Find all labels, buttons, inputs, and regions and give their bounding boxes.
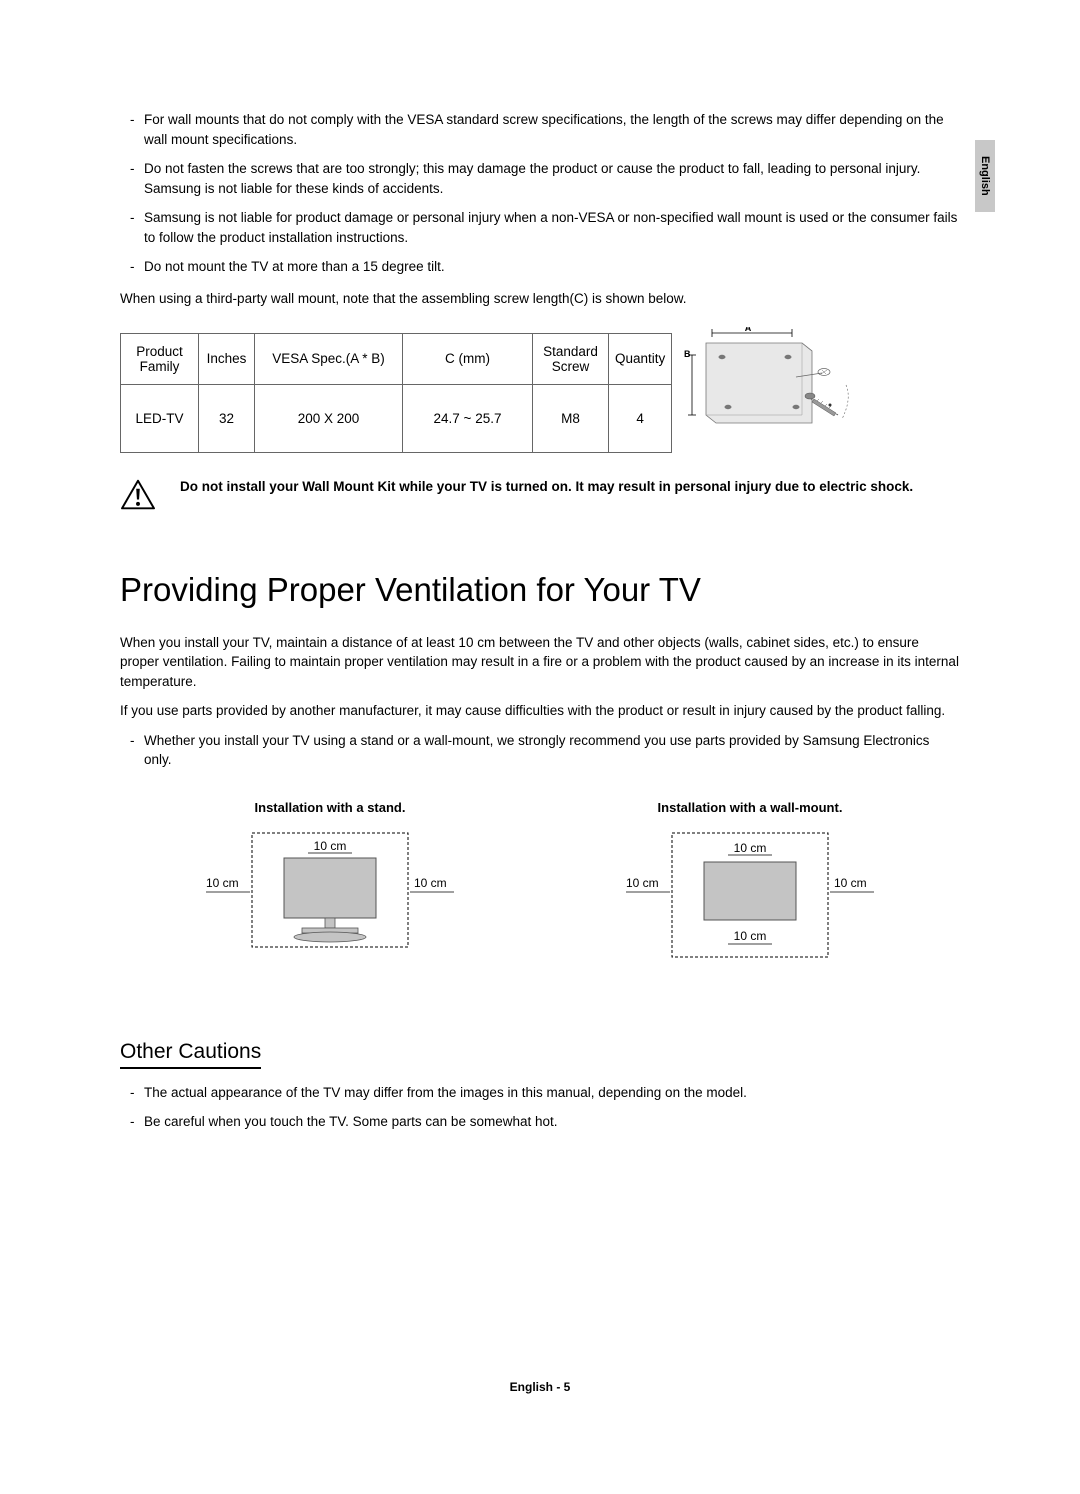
wall-title: Installation with a wall-mount. bbox=[620, 800, 880, 815]
svg-text:10 cm: 10 cm bbox=[626, 876, 659, 890]
wall-diagram: 10 cm 10 cm 10 cm 10 cm bbox=[620, 825, 880, 965]
table-cell: 24.7 ~ 25.7 bbox=[403, 384, 533, 452]
bullet-item: Whether you install your TV using a stan… bbox=[120, 731, 960, 770]
warning-triangle-icon bbox=[120, 479, 156, 511]
bullet-item: For wall mounts that do not comply with … bbox=[120, 110, 960, 149]
table-cell: 200 X 200 bbox=[255, 384, 403, 452]
installation-diagrams: Installation with a stand. 10 cm 10 cm 1… bbox=[120, 800, 960, 970]
label-b: B bbox=[684, 349, 691, 359]
table-cell: LED-TV bbox=[121, 384, 199, 452]
page-footer: English - 5 bbox=[0, 1380, 1080, 1394]
col-header: Inches bbox=[199, 333, 255, 384]
table-cell: M8 bbox=[533, 384, 609, 452]
ventilation-para-2: If you use parts provided by another man… bbox=[120, 701, 960, 721]
stand-diagram: 10 cm 10 cm 10 cm bbox=[200, 825, 460, 965]
spec-table-row: Product Family Inches VESA Spec.(A * B) … bbox=[120, 319, 960, 477]
table-cell: 4 bbox=[609, 384, 672, 452]
bullet-item: Do not fasten the screws that are too st… bbox=[120, 159, 960, 198]
spec-table: Product Family Inches VESA Spec.(A * B) … bbox=[120, 333, 672, 453]
col-header: C (mm) bbox=[403, 333, 533, 384]
table-header-row: Product Family Inches VESA Spec.(A * B) … bbox=[121, 333, 672, 384]
section-heading-ventilation: Providing Proper Ventilation for Your TV bbox=[120, 571, 960, 609]
language-tab: English bbox=[975, 140, 995, 212]
svg-text:10 cm: 10 cm bbox=[314, 839, 347, 853]
svg-text:10 cm: 10 cm bbox=[414, 876, 447, 890]
col-header: VESA Spec.(A * B) bbox=[255, 333, 403, 384]
bullet-item: The actual appearance of the TV may diff… bbox=[120, 1083, 960, 1103]
label-a: A bbox=[745, 327, 752, 333]
ventilation-bullet-list: Whether you install your TV using a stan… bbox=[120, 731, 960, 770]
assembling-note: When using a third-party wall mount, not… bbox=[120, 289, 960, 309]
bullet-item: Samsung is not liable for product damage… bbox=[120, 208, 960, 247]
wall-diagram-block: Installation with a wall-mount. 10 cm 10… bbox=[620, 800, 880, 970]
section-heading-cautions: Other Cautions bbox=[120, 1040, 261, 1069]
svg-text:10 cm: 10 cm bbox=[206, 876, 239, 890]
stand-diagram-block: Installation with a stand. 10 cm 10 cm 1… bbox=[200, 800, 460, 970]
warning-text: Do not install your Wall Mount Kit while… bbox=[180, 477, 913, 497]
caution-bullet-list: The actual appearance of the TV may diff… bbox=[120, 1083, 960, 1132]
col-header: Quantity bbox=[609, 333, 672, 384]
svg-text:10 cm: 10 cm bbox=[734, 929, 767, 943]
table-cell: 32 bbox=[199, 384, 255, 452]
ventilation-para-1: When you install your TV, maintain a dis… bbox=[120, 633, 960, 692]
svg-text:10 cm: 10 cm bbox=[834, 876, 867, 890]
warning-block: Do not install your Wall Mount Kit while… bbox=[120, 477, 960, 511]
bullet-item: Be careful when you touch the TV. Some p… bbox=[120, 1112, 960, 1132]
bullet-item: Do not mount the TV at more than a 15 de… bbox=[120, 257, 960, 277]
svg-text:10 cm: 10 cm bbox=[734, 841, 767, 855]
top-bullet-list: For wall mounts that do not comply with … bbox=[120, 110, 960, 277]
stand-title: Installation with a stand. bbox=[200, 800, 460, 815]
table-row: LED-TV 32 200 X 200 24.7 ~ 25.7 M8 4 bbox=[121, 384, 672, 452]
col-header: Standard Screw bbox=[533, 333, 609, 384]
col-header: Product Family bbox=[121, 333, 199, 384]
vesa-bracket-diagram: A B bbox=[684, 327, 849, 442]
